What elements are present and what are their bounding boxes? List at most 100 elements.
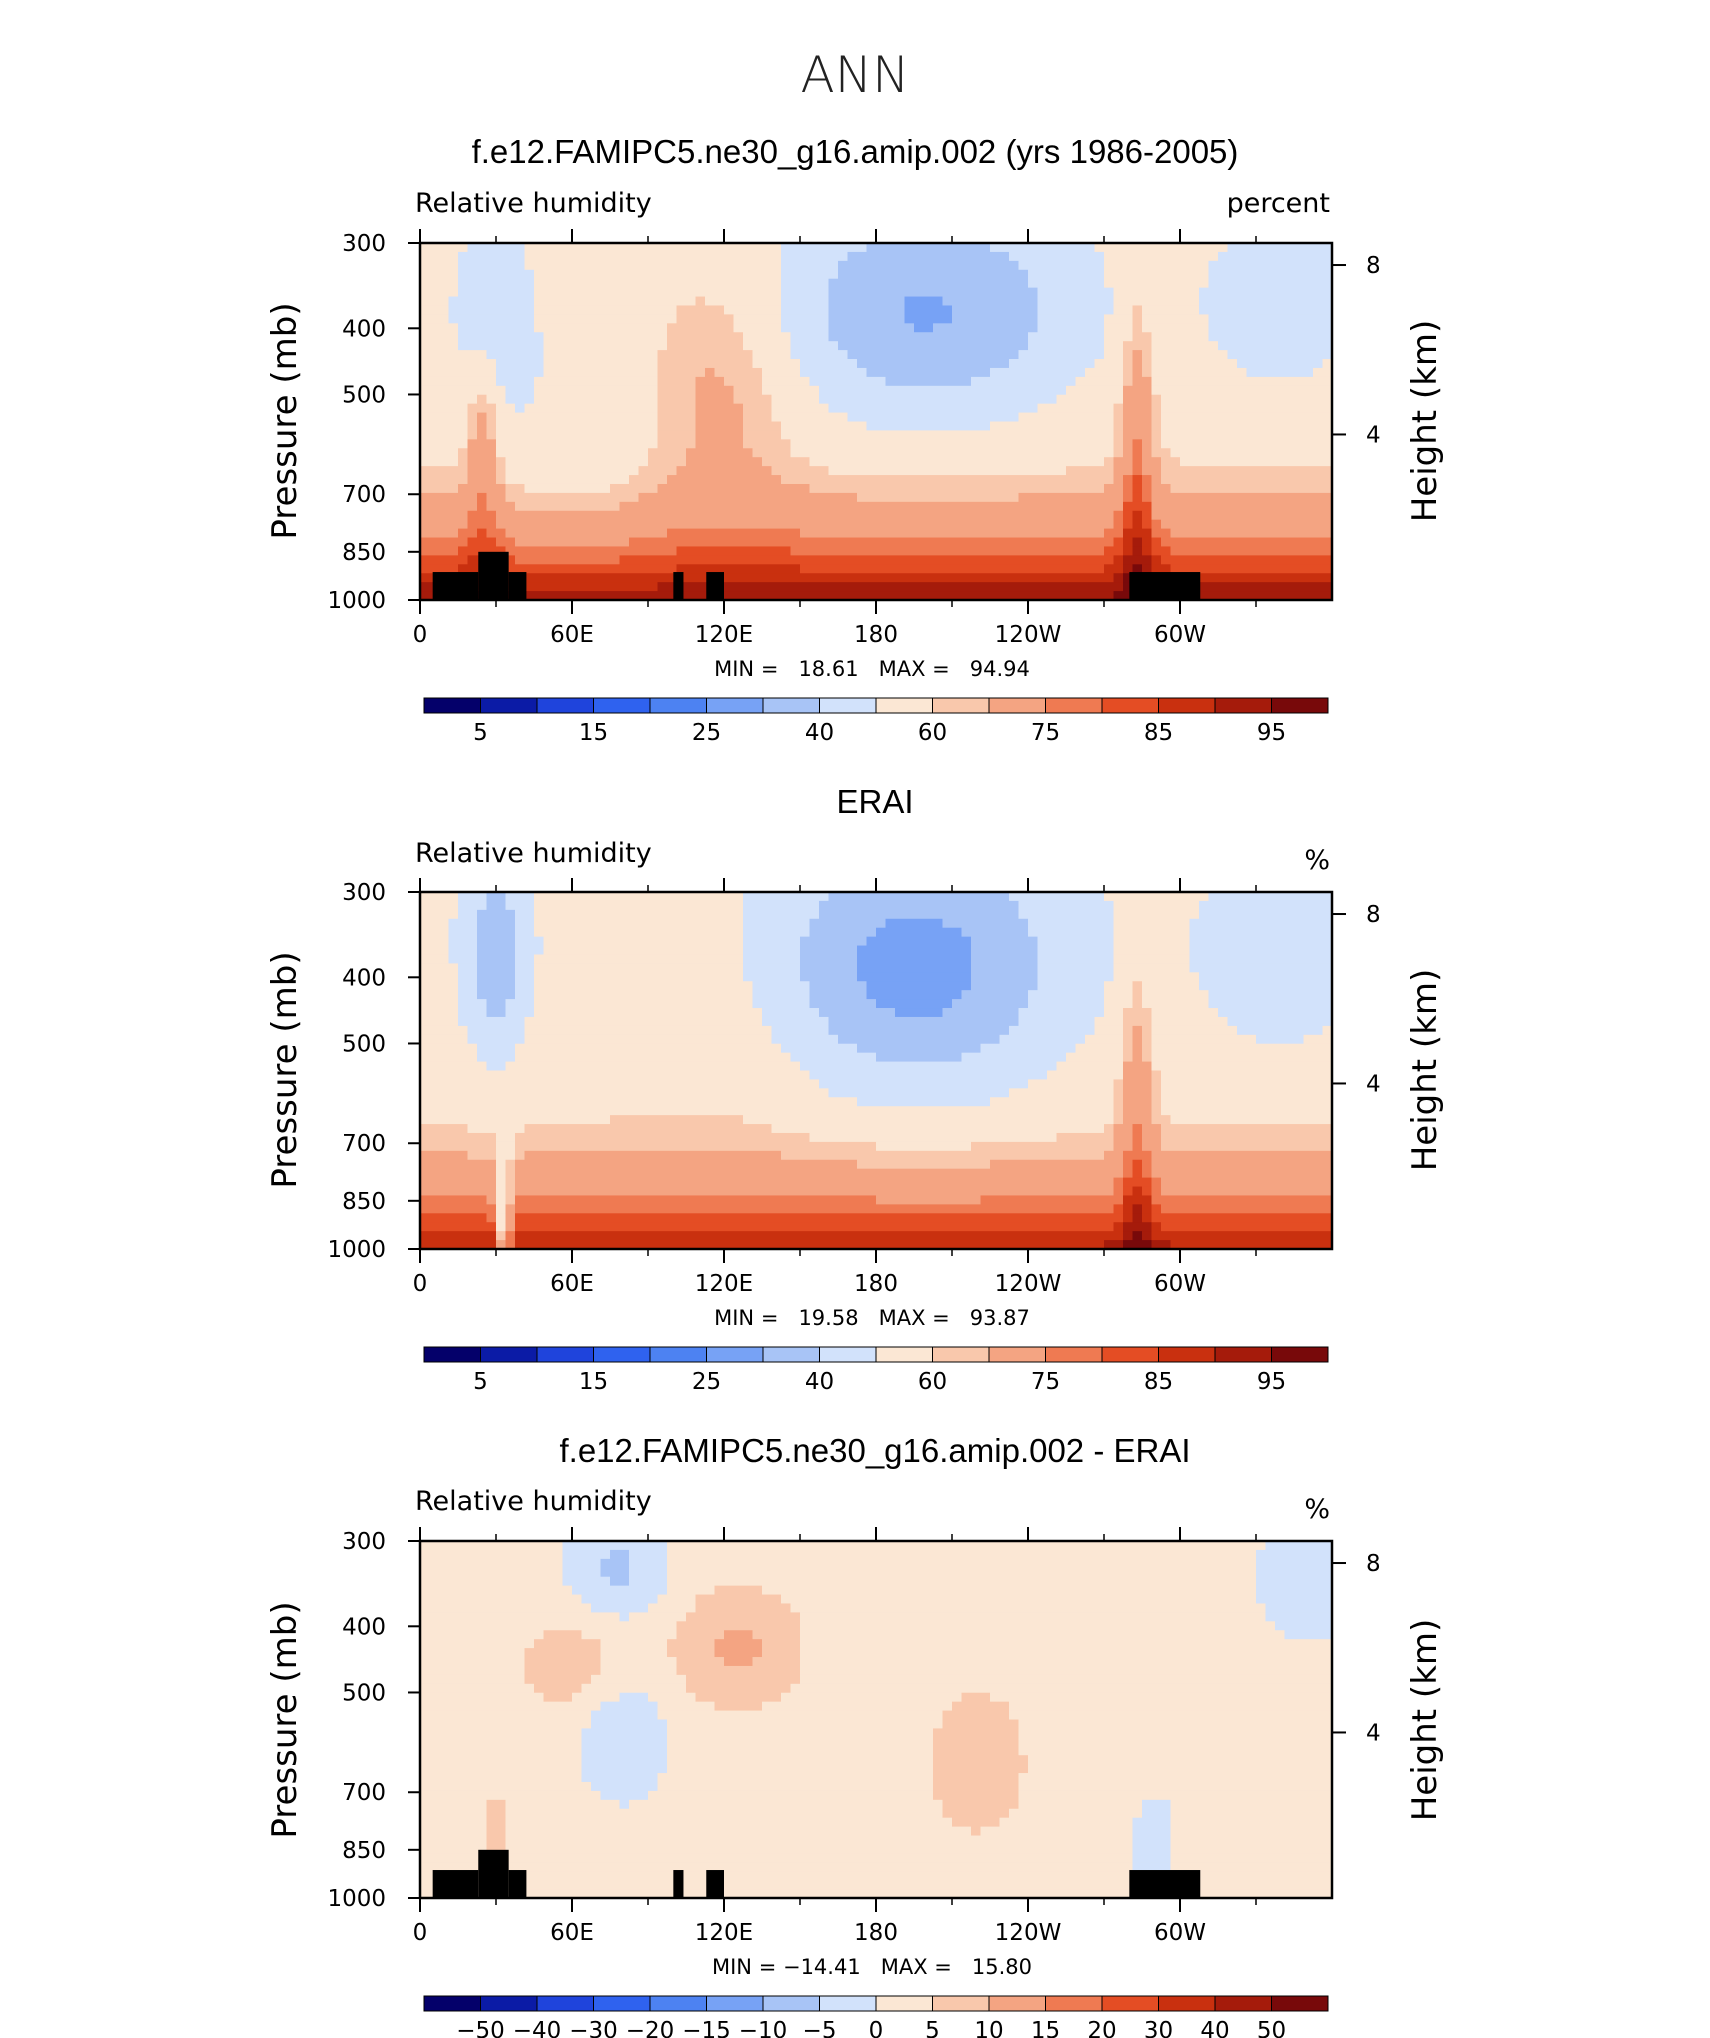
contour-cell <box>600 573 611 583</box>
contour-cell <box>1113 510 1124 521</box>
contour-cell <box>572 1124 583 1134</box>
contour-cell <box>1265 546 1276 556</box>
contour-cell <box>477 1088 488 1098</box>
contour-cell <box>619 537 630 548</box>
contour-cell <box>1066 385 1077 396</box>
contour-cell <box>1142 421 1153 432</box>
contour-cell <box>686 421 697 432</box>
contour-cell <box>724 296 735 307</box>
contour-cell <box>648 582 659 592</box>
contour-cell <box>790 439 801 449</box>
contour-cell <box>1246 510 1257 521</box>
contour-cell <box>885 501 896 512</box>
contour-cell <box>1085 269 1096 280</box>
contour-cell <box>914 537 925 548</box>
contour-cell <box>629 350 640 360</box>
contour-cell <box>619 251 630 262</box>
contour-cell <box>458 359 469 369</box>
contour-cell <box>429 1025 440 1036</box>
contour-cell <box>572 537 583 548</box>
contour-cell <box>1056 251 1067 262</box>
contour-cell <box>895 385 906 396</box>
contour-cell <box>629 900 640 911</box>
contour-cell <box>448 909 459 920</box>
contour-cell <box>543 972 554 982</box>
contour-cell <box>866 376 877 387</box>
contour-cell <box>724 430 735 440</box>
contour-cell <box>448 475 459 485</box>
contour-cell <box>1018 537 1029 548</box>
contour-cell <box>600 430 611 440</box>
contour-cell <box>439 892 450 902</box>
contour-cell <box>562 439 573 449</box>
contour-cell <box>467 546 478 556</box>
contour-cell <box>496 430 507 440</box>
contour-cell <box>638 1150 649 1161</box>
contour-cell <box>600 475 611 485</box>
contour-cell <box>1056 519 1067 530</box>
contour-cell <box>1009 385 1020 396</box>
contour-cell <box>743 448 754 458</box>
contour-cell <box>676 350 687 360</box>
contour-cell <box>467 1043 478 1054</box>
contour-cell <box>1227 439 1238 449</box>
contour-cell <box>629 403 640 414</box>
contour-cell <box>914 501 925 512</box>
contour-cell <box>904 287 915 298</box>
contour-cell <box>1018 323 1029 333</box>
contour-cell <box>705 457 716 467</box>
contour-cell <box>610 1043 621 1054</box>
contour-cell <box>524 972 535 982</box>
contour-cell <box>999 296 1010 307</box>
contour-cell <box>1037 412 1048 423</box>
contour-cell <box>1237 573 1248 583</box>
contour-cell <box>429 332 440 342</box>
contour-cell <box>771 278 782 289</box>
contour-cell <box>1256 466 1267 476</box>
contour-cell <box>980 367 991 378</box>
contour-cell <box>572 1150 583 1161</box>
contour-cell <box>619 546 630 556</box>
contour-cell <box>1161 394 1172 405</box>
contour-cell <box>714 260 725 271</box>
contour-cell <box>1189 564 1200 574</box>
contour-cell <box>524 332 535 342</box>
contour-cell <box>581 305 592 316</box>
contour-cell <box>467 1141 478 1152</box>
contour-cell <box>1009 296 1020 307</box>
contour-cell <box>458 376 469 387</box>
contour-cell <box>999 350 1010 360</box>
contour-cell <box>990 323 1001 333</box>
contour-cell <box>705 269 716 280</box>
contour-cell <box>1037 475 1048 485</box>
contour-cell <box>885 421 896 432</box>
contour-cell <box>458 287 469 298</box>
contour-cell <box>838 528 849 539</box>
contour-cell <box>1123 591 1134 601</box>
contour-cell <box>1180 546 1191 556</box>
contour-cell <box>420 1025 431 1036</box>
contour-cell <box>553 430 564 440</box>
contour-cell <box>515 927 526 938</box>
contour-cell <box>572 1106 583 1116</box>
contour-cell <box>591 1222 602 1232</box>
contour-cell <box>1303 412 1314 423</box>
contour-cell <box>486 269 497 280</box>
contour-cell <box>1066 528 1077 539</box>
contour-cell <box>1275 421 1286 432</box>
contour-cell <box>534 243 545 253</box>
contour-cell <box>467 564 478 574</box>
contour-cell <box>923 564 934 574</box>
contour-cell <box>876 296 887 307</box>
contour-cell <box>572 1097 583 1107</box>
contour-cell <box>505 251 516 262</box>
contour-cell <box>524 981 535 991</box>
contour-cell <box>1294 492 1305 503</box>
contour-cell <box>629 1088 640 1098</box>
contour-cell <box>1104 323 1115 333</box>
contour-cell <box>1161 528 1172 539</box>
contour-cell <box>638 341 649 351</box>
contour-cell <box>638 251 649 262</box>
contour-cell <box>885 287 896 298</box>
contour-cell <box>1246 296 1257 307</box>
